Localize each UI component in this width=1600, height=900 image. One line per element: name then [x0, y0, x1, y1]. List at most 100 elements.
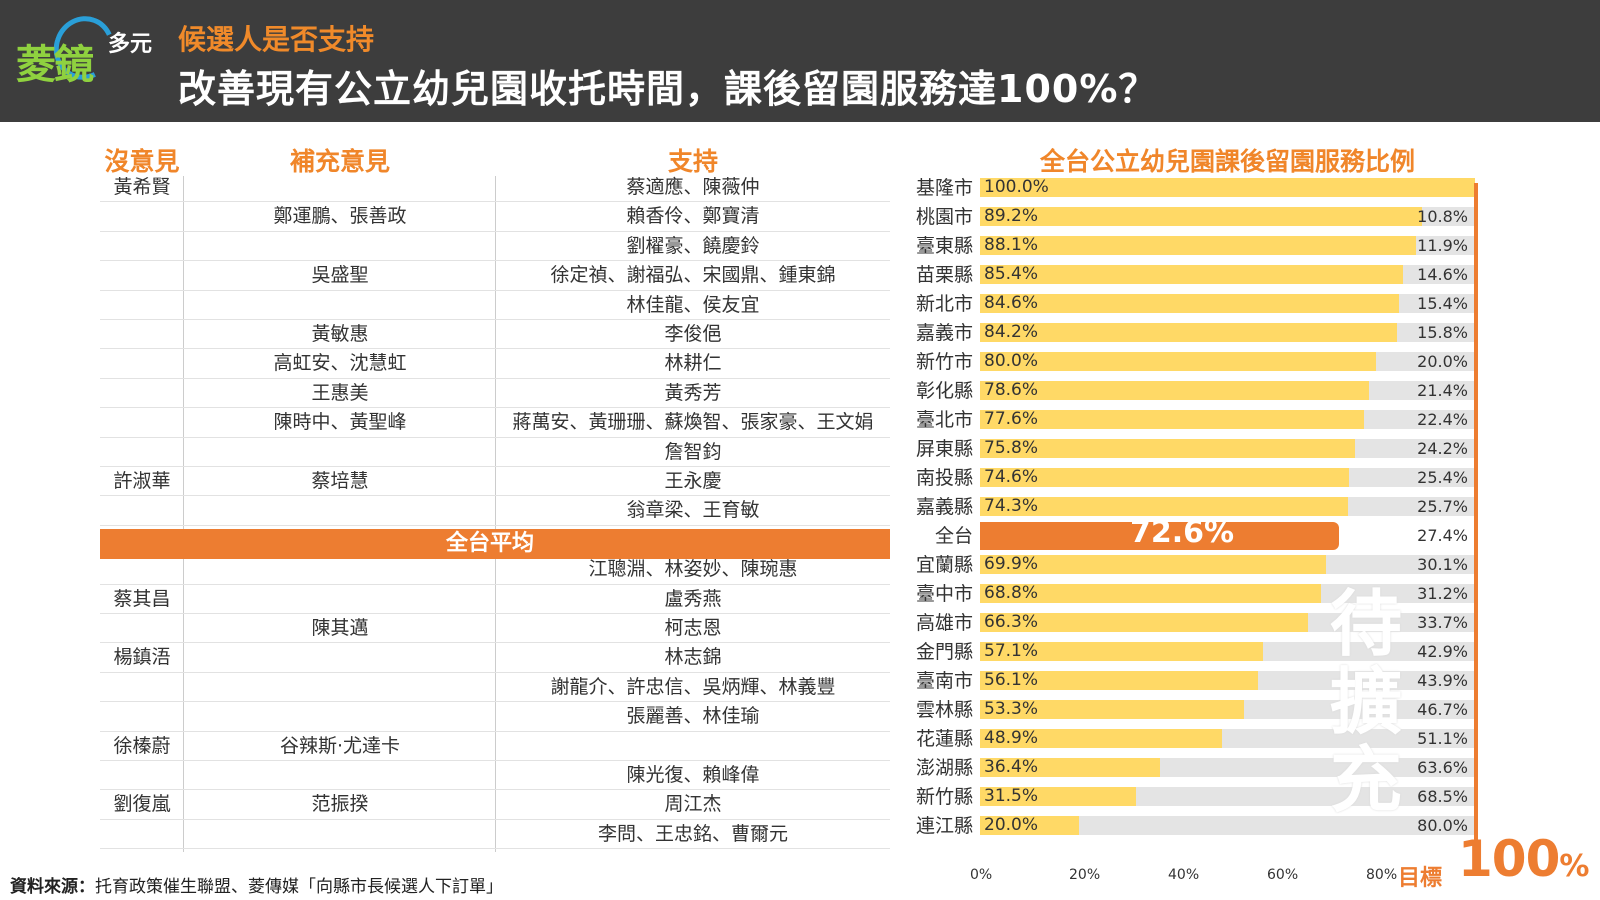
support-cell: 李俊俋 [664, 323, 722, 345]
no-opinion-cell [100, 232, 184, 261]
remaining-value-label: 24.2% [1417, 439, 1468, 458]
supplement-cell: 陳時中、黃聖峰 [273, 411, 407, 434]
x-tick-label: 20% [1069, 867, 1101, 883]
table-row: 王惠美 黃秀芳 [100, 379, 890, 409]
county-label: 桃園市 [915, 206, 973, 228]
bar-ratio: 57.1% [980, 642, 1263, 661]
bar-value-label: 75.8% [984, 438, 1039, 458]
table-row: 謝龍介、許忠信、吳炳輝、林義豐 [100, 673, 890, 703]
bar-ratio: 48.9% [980, 729, 1223, 748]
source-label: 資料來源： [10, 877, 95, 897]
bar-value-label: 74.6% [984, 467, 1039, 487]
supplement-cell: 陳其邁 [311, 617, 369, 639]
county-label: 高雄市 [915, 612, 973, 634]
table-row: 詹智鈞 [100, 438, 890, 467]
bar-track: 36.4% [980, 758, 1475, 777]
support-cell: 謝龍介、許忠信、吳炳輝、林義豐 [550, 675, 836, 698]
table-average-row: 全台平均 [100, 529, 890, 559]
remaining-value-label: 42.9% [1417, 642, 1468, 661]
support-cell: 蔡適應、陳薇仲 [626, 176, 760, 198]
bar-value-label: 53.3% [984, 699, 1039, 719]
bar-track: 100.0% [980, 178, 1475, 197]
goal-unit: % [1559, 849, 1589, 884]
remaining-value-label: 68.5% [1417, 787, 1468, 806]
county-label: 臺東縣 [915, 235, 973, 257]
table-row: 徐榛蔚 谷辣斯·尤達卡 [100, 732, 890, 761]
page-title: 改善現有公立幼兒園收托時間，課後留園服務達100%？ [178, 67, 1158, 111]
remaining-value-label: 30.1% [1417, 555, 1468, 574]
table-row: 陳時中、黃聖峰 蔣萬安、黃珊珊、蘇煥智、張家豪、王文娟 [100, 408, 890, 438]
bar-average: 72.6% [980, 518, 1340, 550]
table-row: 吳盛聖 徐定禎、謝福弘、宋國鼎、鍾東錦 [100, 261, 890, 291]
county-label: 金門縣 [915, 641, 973, 663]
target-line [1474, 183, 1478, 855]
county-label: 全台 [934, 525, 973, 547]
support-cell: 劉櫂豪、饒慶鈴 [626, 234, 760, 257]
x-tick-label: 80% [1366, 867, 1398, 883]
support-cell: 詹智鈞 [664, 440, 722, 463]
supplement-cell [184, 702, 496, 731]
supplement-cell [184, 496, 496, 525]
chart-title: 全台公立幼兒園課後留園服務比例 [1039, 147, 1415, 176]
remaining-value-label: 22.4% [1417, 410, 1468, 429]
logo-sub-text: 多元 [108, 32, 153, 57]
bar-track: 74.6% [980, 468, 1475, 487]
header-no-opinion: 沒意見 [104, 147, 180, 176]
source-text: 托育政策催生聯盟、菱傳媒「向縣市長候選人下訂單」 [95, 877, 503, 897]
remaining-value-label: 21.4% [1417, 381, 1468, 400]
county-label: 嘉義市 [915, 322, 973, 344]
supplement-cell: 鄭運鵬、張善政 [273, 205, 407, 228]
header-supplement: 補充意見 [289, 147, 390, 176]
no-opinion-cell [100, 408, 184, 437]
county-label: 新竹市 [915, 351, 973, 373]
bar-track: 75.8% [980, 439, 1475, 458]
bar-track: 78.6% [980, 381, 1475, 400]
supplement-cell [184, 555, 496, 584]
table-divider [183, 176, 184, 852]
x-tick-label: 40% [1168, 867, 1200, 883]
no-opinion-cell [100, 555, 184, 584]
remaining-value-label: 20.0% [1417, 352, 1468, 371]
header-support: 支持 [667, 147, 718, 176]
supplement-cell [184, 291, 496, 320]
bar-ratio: 68.8% [980, 584, 1321, 603]
county-label: 基隆市 [915, 177, 973, 199]
no-opinion-cell [100, 261, 184, 290]
no-opinion-cell [100, 202, 184, 231]
county-label: 彰化縣 [915, 380, 973, 402]
bar-ratio: 74.6% [980, 467, 1350, 487]
bar-ratio: 88.1% [980, 236, 1417, 255]
table-row: 李問、王忠銘、曹爾元 [100, 820, 890, 850]
county-label: 臺北市 [915, 409, 973, 431]
bar-track: 20.0% [980, 816, 1475, 835]
supplement-cell [184, 438, 496, 467]
bar-value-label: 31.5% [984, 786, 1039, 806]
support-cell: 柯志恩 [664, 617, 722, 639]
table-row: 蔡其昌 盧秀燕 [100, 585, 890, 614]
no-opinion-cell [100, 761, 184, 790]
bar-ratio: 56.1% [980, 671, 1258, 690]
table-row: 許淑華 蔡培慧 王永慶 [100, 467, 890, 497]
bar-track: 72.6% [980, 518, 1475, 550]
bar-ratio: 77.6% [980, 410, 1365, 429]
bar-ratio: 80.0% [980, 352, 1376, 371]
bar-value-label: 74.3% [984, 496, 1039, 516]
table-row: 高虹安、沈慧虹 林耕仁 [100, 349, 890, 379]
bar-value-label: 80.0% [984, 351, 1039, 371]
table-row: 翁章梁、王育敏 [100, 496, 890, 526]
bar-ratio: 78.6% [980, 381, 1370, 400]
remaining-value-label: 10.8% [1417, 207, 1468, 226]
table-row: 陳其邁 柯志恩 [100, 614, 890, 644]
table-row: 鄭運鵬、張善政 賴香伶、鄭寶清 [100, 202, 890, 232]
bar-track: 56.1% [980, 671, 1475, 690]
goal-label: 目標 [1398, 866, 1443, 891]
no-opinion-cell [100, 820, 184, 849]
support-cell: 黃秀芳 [664, 381, 722, 404]
remaining-value-label: 63.6% [1417, 758, 1468, 777]
no-opinion-cell [100, 320, 184, 349]
no-opinion-cell [100, 379, 184, 408]
county-label: 苗栗縣 [915, 264, 973, 286]
county-label: 新北市 [915, 293, 973, 315]
supplement-cell: 王惠美 [311, 381, 369, 404]
county-label: 嘉義縣 [915, 496, 973, 518]
